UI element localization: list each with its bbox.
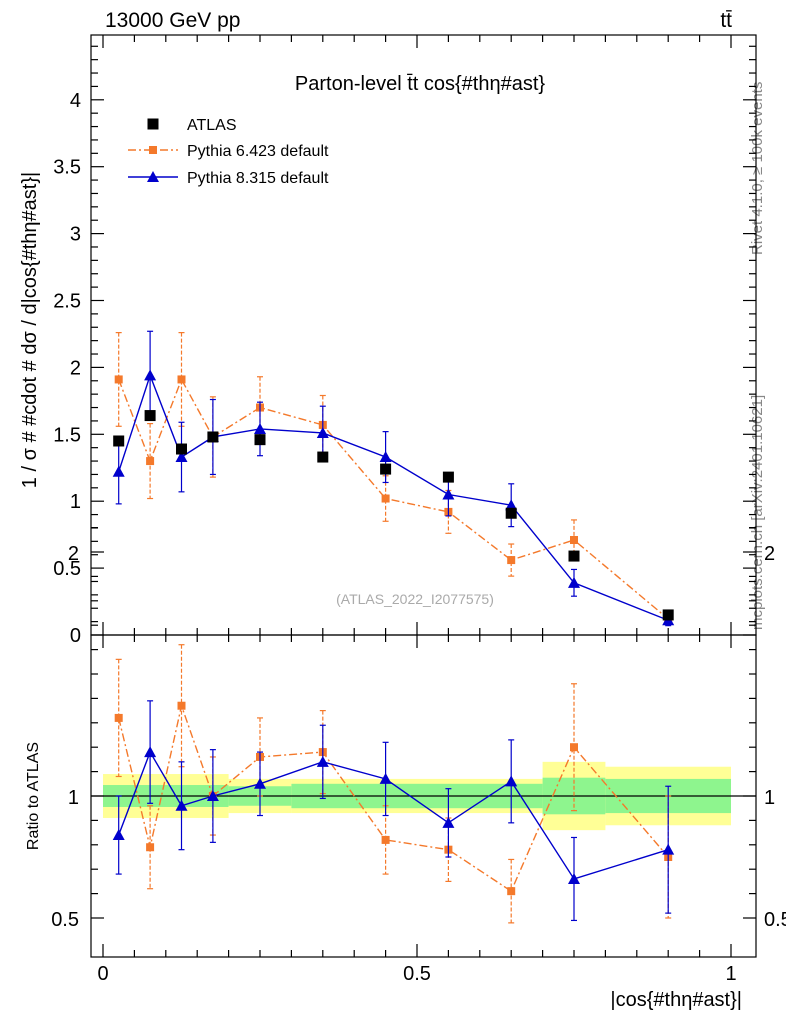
pythia8-point bbox=[379, 451, 392, 463]
pythia8-point bbox=[112, 465, 125, 477]
ratio-pythia8-point bbox=[144, 746, 157, 758]
legend-marker-pythia6 bbox=[149, 146, 157, 154]
atlas-point bbox=[254, 434, 266, 446]
ratio-pythia6-point bbox=[570, 743, 578, 752]
main-title: Parton-level t̄t cos{#thη#ast} bbox=[295, 73, 545, 95]
legend: ATLAS Pythia 6.423 default Pythia 8.315 de… bbox=[128, 117, 329, 187]
x-tick-label: 0.5 bbox=[403, 963, 431, 985]
legend-marker-atlas bbox=[147, 118, 159, 130]
pythia6-line bbox=[118, 377, 669, 620]
atlas-point bbox=[317, 451, 329, 463]
ratio-y-tick-label-right: 2 bbox=[764, 543, 775, 565]
ratio-y-tick-label: 0.5 bbox=[51, 909, 79, 931]
pythia6-point bbox=[146, 457, 155, 466]
ratio-pythia8-point bbox=[175, 799, 188, 811]
ratio-pythia8-point bbox=[568, 872, 580, 884]
pythia8-line bbox=[118, 373, 669, 621]
main-y-tick-label: 2.5 bbox=[53, 291, 81, 313]
main-y-tick-label: 3 bbox=[70, 224, 81, 246]
ratio-pythia6-point bbox=[177, 701, 186, 710]
atlas-point bbox=[442, 471, 454, 483]
pythia6-point bbox=[507, 556, 516, 565]
ratio-pythia8-point bbox=[505, 775, 518, 787]
ratio-pythia8-point bbox=[206, 790, 219, 801]
legend-label-pythia6: Pythia 6.423 default bbox=[187, 143, 329, 160]
ratio-pythia6-point bbox=[381, 835, 390, 844]
atlas-point bbox=[662, 609, 674, 621]
ratio-y-axis-label: Ratio to ATLAS bbox=[25, 742, 42, 850]
energy-label: 13000 GeV pp bbox=[105, 9, 240, 32]
x-axis-label: |cos{#thη#ast}| bbox=[610, 989, 742, 1011]
ratio-pythia8-point bbox=[316, 755, 329, 767]
legend-label-atlas: ATLAS bbox=[187, 117, 237, 134]
main-y-axis-label: 1 / σ # #cdot # dσ / d|cos{#thη#ast}| bbox=[19, 172, 41, 488]
main-y-tick-label: 0.5 bbox=[53, 558, 81, 580]
pythia8-point bbox=[568, 576, 580, 588]
pythia8-point bbox=[316, 426, 329, 438]
main-y-tick-label: 0 bbox=[70, 625, 81, 647]
rivet-label: Rivet 4.1.0, ≥ 100k events bbox=[749, 82, 766, 255]
mcplots-label: mcplots.cern.ch [arXiv:2401.10621] bbox=[749, 395, 766, 630]
pythia6-point bbox=[570, 536, 578, 545]
atlas-point bbox=[176, 443, 187, 455]
main-y-tick-label: 4 bbox=[70, 90, 81, 112]
atlas-point bbox=[505, 507, 517, 519]
ratio-pythia8-point bbox=[662, 843, 675, 855]
pythia6-point bbox=[381, 494, 390, 503]
ratio-pythia6-point bbox=[146, 843, 155, 852]
main-y-tick-label: 2 bbox=[70, 357, 81, 379]
ratio-y-tick-label: 2 bbox=[68, 543, 79, 565]
pythia8-point bbox=[442, 488, 455, 500]
atlas-point bbox=[113, 435, 125, 447]
pythia8-point bbox=[254, 422, 266, 434]
legend-label-pythia8: Pythia 8.315 default bbox=[187, 170, 329, 187]
process-label: tt̄ bbox=[720, 9, 732, 32]
atlas-point bbox=[568, 550, 580, 562]
ratio-pythia6-point bbox=[114, 713, 123, 722]
ratio-y-tick-label-right: 0.5 bbox=[764, 909, 786, 931]
ratio-pythia8-point bbox=[112, 829, 125, 841]
atlas-point bbox=[144, 410, 156, 422]
main-y-tick-label: 3.5 bbox=[53, 157, 81, 179]
x-tick-label: 1 bbox=[725, 963, 736, 985]
ratio-pythia6-point bbox=[507, 887, 516, 896]
pythia8-point bbox=[505, 499, 518, 511]
main-y-tick-label: 1 bbox=[70, 491, 81, 513]
atlas-point bbox=[207, 431, 219, 443]
x-tick-label: 0 bbox=[97, 963, 108, 985]
ratio-pythia8-point bbox=[442, 816, 455, 828]
pythia8-point bbox=[144, 369, 157, 381]
ratio-y-tick-label-right: 1 bbox=[764, 787, 775, 809]
ratio-panel: 0.5 0.5 1 1 2 2 0 0.5 1 Ratio to ATLAS |cos{#thη… bbox=[25, 526, 786, 1011]
analysis-watermark: (ATLAS_2022_I2077575) bbox=[336, 591, 494, 607]
main-panel: 0 0.5 1 1.5 2 2.5 3 3.5 4 Parton-level t̄t cos{#… bbox=[19, 34, 757, 647]
ratio-pythia8-point bbox=[254, 777, 266, 789]
legend-marker-pythia8 bbox=[147, 171, 159, 182]
main-y-tick-label: 1.5 bbox=[53, 424, 81, 446]
pythia6-point bbox=[114, 375, 123, 384]
pythia8-point bbox=[175, 451, 188, 463]
pythia6-point bbox=[177, 375, 186, 384]
atlas-point bbox=[380, 463, 392, 475]
ratio-y-tick-label: 1 bbox=[68, 787, 79, 809]
ratio-pythia8-point bbox=[379, 772, 392, 784]
